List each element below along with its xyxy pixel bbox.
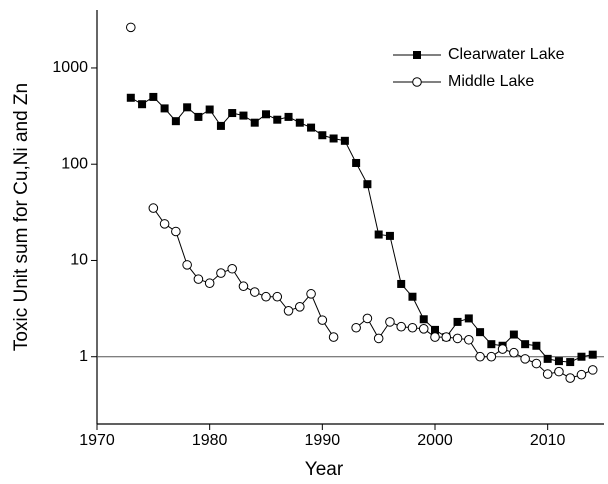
marker (238, 281, 249, 292)
marker (374, 230, 383, 239)
marker (329, 134, 338, 143)
marker (408, 292, 417, 301)
marker (385, 317, 395, 327)
marker (431, 325, 439, 334)
marker (249, 287, 260, 297)
series-line (152, 207, 593, 379)
marker (576, 369, 587, 380)
marker (306, 289, 316, 299)
x-tick-label: 1990 (305, 432, 341, 449)
marker (295, 302, 305, 312)
marker (284, 112, 293, 121)
x-tick-label: 2010 (530, 432, 566, 449)
x-tick-label: 1980 (192, 432, 228, 449)
marker (352, 158, 361, 167)
marker (328, 332, 339, 342)
marker (464, 334, 474, 345)
marker (362, 313, 373, 324)
marker (396, 321, 407, 332)
marker (373, 333, 384, 344)
y-tick-label: 10 (70, 252, 88, 269)
marker (138, 100, 147, 109)
marker (262, 110, 270, 119)
marker (250, 118, 259, 127)
y-tick-label: 100 (61, 155, 88, 172)
marker (520, 354, 530, 364)
x-tick-label: 2000 (417, 432, 453, 449)
marker (228, 109, 237, 118)
marker (340, 136, 349, 145)
marker (418, 324, 429, 334)
marker (239, 111, 248, 120)
marker (126, 22, 136, 33)
marker (475, 351, 485, 362)
marker (542, 369, 553, 379)
marker (363, 180, 372, 189)
marker (149, 92, 158, 101)
legend-label: Middle Lake (448, 73, 534, 90)
y-axis-label: Toxic Unit sum for Cu,Ni and Zn (11, 83, 32, 351)
marker (531, 358, 542, 369)
marker (543, 354, 552, 363)
marker (148, 203, 159, 213)
y-tick-label: 1000 (52, 59, 88, 76)
marker (497, 344, 508, 354)
marker (521, 340, 530, 349)
marker (486, 351, 497, 362)
marker (307, 123, 316, 132)
marker (216, 121, 225, 130)
legend-marker (413, 51, 421, 59)
marker (126, 93, 135, 102)
marker (430, 332, 440, 342)
marker (205, 105, 214, 114)
marker (171, 226, 181, 237)
marker (318, 131, 327, 140)
marker (183, 103, 192, 112)
x-axis-label: Year (305, 459, 344, 480)
marker (565, 373, 576, 383)
marker (452, 333, 463, 344)
marker (532, 341, 541, 350)
marker (171, 117, 180, 126)
marker (283, 305, 294, 316)
marker (159, 219, 170, 229)
marker (476, 328, 485, 337)
marker (509, 330, 518, 339)
marker (317, 315, 328, 325)
marker (587, 365, 598, 375)
marker (577, 352, 586, 361)
y-tick-label: 1 (79, 348, 88, 365)
marker (464, 314, 473, 323)
marker (487, 340, 496, 349)
marker (273, 115, 282, 124)
marker (227, 263, 237, 274)
legend-label: Clearwater Lake (448, 46, 565, 63)
marker (182, 260, 192, 270)
marker (554, 366, 564, 377)
marker (554, 357, 563, 366)
marker (509, 347, 519, 358)
marker (419, 315, 428, 324)
marker (295, 118, 304, 127)
marker (272, 291, 283, 302)
marker (407, 322, 418, 333)
marker (441, 332, 452, 342)
marker (351, 322, 361, 333)
marker (216, 268, 226, 278)
marker (193, 274, 204, 284)
marker (453, 317, 462, 326)
marker (397, 279, 406, 288)
marker (588, 350, 597, 359)
x-tick-label: 1970 (79, 432, 115, 449)
marker (204, 278, 215, 289)
marker (566, 358, 575, 367)
series-line (130, 96, 593, 363)
marker (261, 291, 271, 302)
marker (194, 112, 203, 121)
marker (385, 231, 394, 240)
legend-marker (412, 77, 422, 87)
marker (160, 104, 169, 113)
